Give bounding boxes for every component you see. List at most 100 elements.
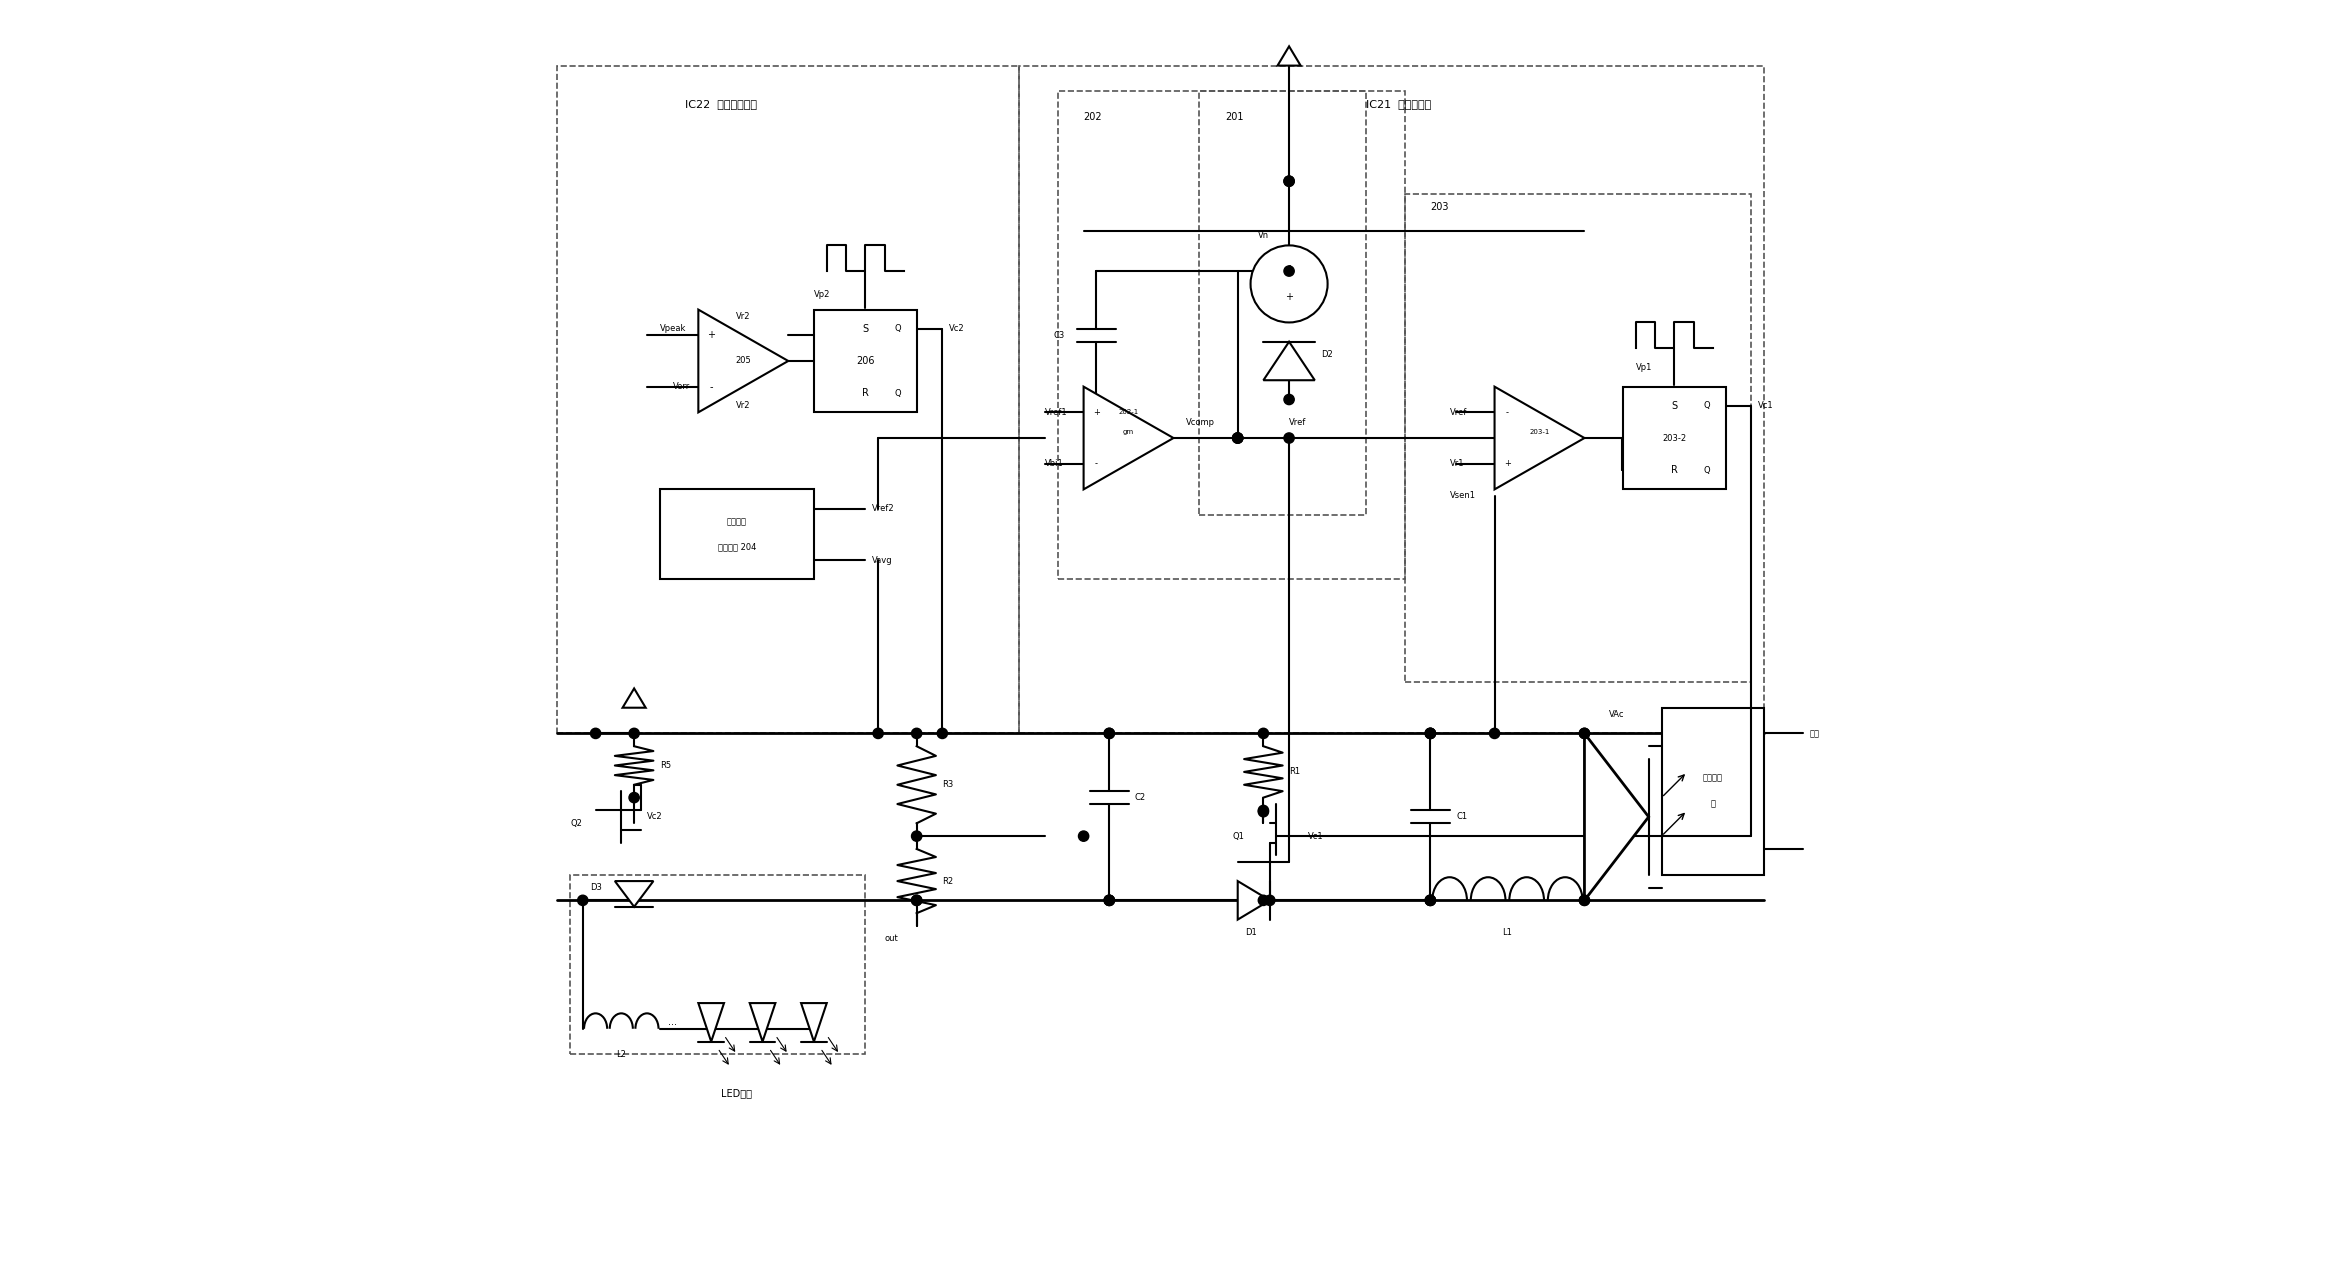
Bar bbox=[1199, 91, 1366, 515]
Polygon shape bbox=[1237, 882, 1270, 920]
Polygon shape bbox=[1277, 46, 1300, 66]
Circle shape bbox=[1284, 176, 1293, 187]
Circle shape bbox=[911, 831, 922, 842]
Text: Vr2: Vr2 bbox=[737, 402, 751, 411]
Text: 202: 202 bbox=[1084, 112, 1103, 122]
Text: Vref2: Vref2 bbox=[871, 505, 894, 514]
Text: Vref: Vref bbox=[1450, 408, 1467, 417]
Text: Vpeak: Vpeak bbox=[660, 324, 685, 333]
Text: S: S bbox=[861, 324, 868, 333]
Circle shape bbox=[1103, 728, 1115, 739]
Text: 203-1: 203-1 bbox=[1530, 429, 1549, 435]
Text: Vp1: Vp1 bbox=[1636, 363, 1652, 372]
Circle shape bbox=[1425, 728, 1436, 739]
Text: ...: ... bbox=[669, 1017, 678, 1027]
Text: +: + bbox=[1504, 459, 1511, 468]
Text: IC22  变频调控电路: IC22 变频调控电路 bbox=[685, 99, 758, 109]
Text: Vref1: Vref1 bbox=[1044, 408, 1068, 417]
Text: Q̄: Q̄ bbox=[1704, 466, 1709, 475]
Circle shape bbox=[1265, 896, 1274, 906]
Text: 平均电流: 平均电流 bbox=[728, 517, 746, 526]
Circle shape bbox=[1103, 896, 1115, 906]
Circle shape bbox=[1232, 432, 1244, 443]
Text: +: + bbox=[1286, 292, 1293, 301]
Polygon shape bbox=[1084, 386, 1174, 489]
Circle shape bbox=[1258, 806, 1267, 816]
Text: 201: 201 bbox=[1225, 112, 1244, 122]
Circle shape bbox=[1490, 728, 1500, 739]
Text: Vsen1: Vsen1 bbox=[1450, 492, 1476, 501]
Circle shape bbox=[873, 728, 882, 739]
Text: L2: L2 bbox=[617, 1050, 627, 1059]
Circle shape bbox=[1284, 432, 1293, 443]
Bar bbox=[1624, 386, 1725, 489]
Circle shape bbox=[577, 896, 587, 906]
Bar bbox=[1019, 66, 1765, 734]
Circle shape bbox=[1103, 728, 1115, 739]
Circle shape bbox=[1258, 728, 1267, 739]
Text: 205: 205 bbox=[735, 356, 751, 366]
Circle shape bbox=[1284, 266, 1293, 277]
Text: VAc: VAc bbox=[1608, 709, 1624, 718]
Circle shape bbox=[1425, 896, 1436, 906]
Circle shape bbox=[1232, 432, 1244, 443]
Text: Vr2: Vr2 bbox=[737, 311, 751, 320]
Text: Vc2: Vc2 bbox=[948, 324, 965, 333]
Bar bbox=[556, 66, 1019, 734]
Text: Vn: Vn bbox=[1258, 230, 1270, 239]
Circle shape bbox=[1232, 432, 1244, 443]
Circle shape bbox=[1580, 896, 1589, 906]
Text: -: - bbox=[709, 382, 713, 391]
Text: 器: 器 bbox=[1711, 799, 1716, 808]
Circle shape bbox=[629, 728, 638, 739]
Bar bbox=[1058, 91, 1404, 579]
Text: R1: R1 bbox=[1289, 767, 1300, 776]
Text: S: S bbox=[1671, 402, 1678, 411]
Text: -: - bbox=[1507, 408, 1509, 417]
Text: Vbi1: Vbi1 bbox=[1044, 459, 1063, 468]
Text: Vp2: Vp2 bbox=[814, 290, 831, 299]
Circle shape bbox=[1103, 896, 1115, 906]
Text: C1: C1 bbox=[1455, 812, 1467, 821]
Text: L1: L1 bbox=[1502, 928, 1511, 937]
Polygon shape bbox=[699, 310, 789, 412]
Text: Vc1: Vc1 bbox=[1307, 831, 1324, 840]
Circle shape bbox=[1251, 246, 1328, 323]
Text: 电子变压: 电子变压 bbox=[1704, 773, 1723, 782]
Polygon shape bbox=[1584, 734, 1648, 901]
Text: R5: R5 bbox=[660, 761, 671, 770]
Text: Vcomp: Vcomp bbox=[1185, 418, 1216, 427]
Text: R: R bbox=[1671, 465, 1678, 475]
Circle shape bbox=[591, 728, 601, 739]
Text: Vc1: Vc1 bbox=[1758, 402, 1774, 411]
Circle shape bbox=[629, 793, 638, 803]
Text: D1: D1 bbox=[1244, 928, 1256, 937]
Text: Verr: Verr bbox=[674, 382, 690, 391]
Circle shape bbox=[1580, 728, 1589, 739]
Circle shape bbox=[1258, 896, 1267, 906]
Text: -: - bbox=[1096, 459, 1098, 468]
Text: Vc2: Vc2 bbox=[648, 812, 662, 821]
Text: 检测电路 204: 检测电路 204 bbox=[718, 543, 756, 552]
Text: 202-1: 202-1 bbox=[1120, 409, 1138, 416]
Circle shape bbox=[1425, 728, 1436, 739]
Text: LED灯串: LED灯串 bbox=[721, 1088, 753, 1098]
Text: Q: Q bbox=[1704, 402, 1709, 411]
Circle shape bbox=[1580, 728, 1589, 739]
Text: C2: C2 bbox=[1136, 793, 1145, 802]
Circle shape bbox=[1580, 896, 1589, 906]
Bar bbox=[570, 875, 866, 1054]
Circle shape bbox=[1425, 896, 1436, 906]
Text: Q̄: Q̄ bbox=[894, 389, 901, 398]
Text: 206: 206 bbox=[857, 356, 875, 366]
Circle shape bbox=[1080, 831, 1089, 842]
Text: R3: R3 bbox=[943, 780, 953, 789]
Polygon shape bbox=[1263, 342, 1314, 380]
Bar bbox=[814, 310, 918, 412]
Text: Vref: Vref bbox=[1289, 418, 1307, 427]
Text: Vavg: Vavg bbox=[871, 556, 892, 565]
Text: Q: Q bbox=[894, 324, 901, 333]
Circle shape bbox=[911, 896, 922, 906]
Text: C3: C3 bbox=[1054, 331, 1063, 340]
Circle shape bbox=[936, 728, 948, 739]
